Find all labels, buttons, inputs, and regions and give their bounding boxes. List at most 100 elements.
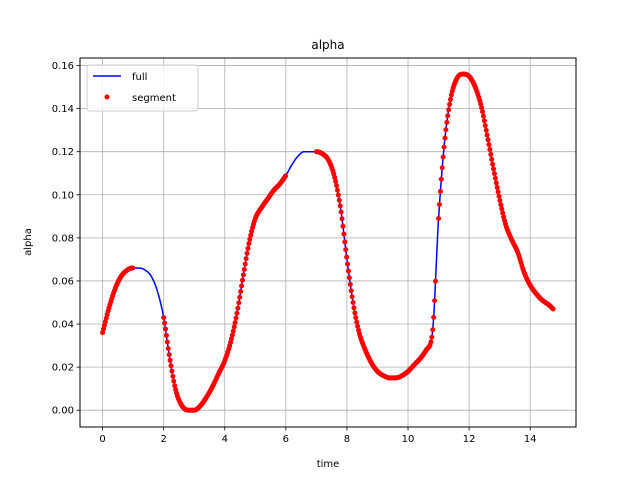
segment-point bbox=[339, 216, 345, 222]
segment-point bbox=[444, 119, 450, 125]
segment-point bbox=[480, 109, 486, 115]
segment-point bbox=[165, 346, 171, 352]
segment-point bbox=[248, 232, 254, 238]
x-tick-label: 14 bbox=[524, 434, 537, 445]
y-axis-ticks: 0.00 0.02 0.04 0.06 0.08 0.10 0.12 0.14 0.16 bbox=[52, 61, 80, 417]
segment-point bbox=[491, 166, 497, 172]
segment-point bbox=[334, 187, 340, 193]
x-axis-label: time bbox=[317, 459, 340, 470]
segment-point bbox=[438, 176, 444, 182]
y-tick-label: 0.14 bbox=[52, 104, 74, 115]
x-tick-label: 4 bbox=[222, 434, 228, 445]
segment-point bbox=[500, 210, 506, 216]
segment-point bbox=[161, 315, 167, 321]
y-tick-label: 0.10 bbox=[52, 190, 74, 201]
segment-point bbox=[484, 132, 490, 138]
segment-point bbox=[439, 165, 445, 171]
segment-point bbox=[490, 161, 496, 167]
segment-point bbox=[430, 327, 436, 333]
segment-point bbox=[479, 105, 485, 111]
segment-point bbox=[487, 147, 493, 152]
segment-point bbox=[494, 184, 500, 190]
segment-point bbox=[493, 180, 499, 186]
segment-point bbox=[244, 250, 250, 256]
axes-frame bbox=[79, 57, 577, 428]
segment-point bbox=[241, 266, 247, 272]
segment-point bbox=[483, 127, 489, 133]
segment-point bbox=[237, 294, 243, 300]
segment-point bbox=[495, 189, 501, 195]
segment-point bbox=[353, 315, 359, 321]
segment-point bbox=[130, 265, 136, 271]
segment-point bbox=[170, 373, 176, 379]
segment-point bbox=[498, 202, 504, 208]
x-tick-label: 8 bbox=[344, 434, 350, 445]
segment-point bbox=[338, 209, 344, 215]
segment-point bbox=[432, 298, 438, 304]
segment-point bbox=[491, 171, 497, 177]
segment-point bbox=[429, 334, 435, 340]
segment-point bbox=[162, 320, 168, 326]
segment-point bbox=[354, 319, 360, 325]
segment-point bbox=[334, 183, 340, 189]
segment-point bbox=[344, 254, 350, 260]
segment-point bbox=[231, 324, 237, 330]
segment-point bbox=[350, 299, 356, 305]
y-tick-label: 0.16 bbox=[52, 61, 74, 72]
segment-point bbox=[167, 357, 173, 363]
segment-point bbox=[229, 332, 235, 338]
segment-point bbox=[228, 336, 234, 342]
segment-point bbox=[336, 197, 342, 203]
segment-point bbox=[171, 378, 177, 384]
segment-point bbox=[169, 368, 175, 374]
segment-point bbox=[340, 223, 346, 229]
segment-point bbox=[168, 363, 174, 369]
segment-point bbox=[332, 175, 338, 181]
segment-point bbox=[550, 306, 556, 312]
x-tick-label: 6 bbox=[283, 434, 289, 445]
segment-point bbox=[235, 305, 241, 311]
segment-point bbox=[341, 231, 347, 237]
segment-point bbox=[489, 156, 495, 162]
segment-point bbox=[431, 314, 437, 320]
segment-point bbox=[436, 215, 442, 221]
segment-point bbox=[447, 101, 453, 107]
legend-label-segment: segment bbox=[132, 93, 176, 104]
segment-point bbox=[348, 288, 354, 294]
segment-point bbox=[337, 203, 343, 209]
plot-series bbox=[100, 71, 556, 413]
segment-point bbox=[481, 118, 487, 124]
segment-point bbox=[492, 175, 498, 181]
segment-point bbox=[428, 339, 434, 345]
segment-point bbox=[496, 193, 502, 199]
segment-point bbox=[437, 188, 443, 194]
segment-point bbox=[345, 261, 351, 267]
x-tick-label: 0 bbox=[99, 434, 105, 445]
segment-point bbox=[246, 241, 252, 247]
x-tick-label: 12 bbox=[463, 434, 476, 445]
segment-point bbox=[443, 127, 449, 133]
segment-point bbox=[239, 277, 245, 283]
segment-point bbox=[351, 305, 357, 311]
segment-point bbox=[343, 247, 349, 253]
segment-point bbox=[497, 198, 503, 203]
segment-point bbox=[485, 137, 491, 143]
y-tick-label: 0.00 bbox=[52, 406, 74, 417]
segment-point bbox=[163, 332, 169, 338]
segment-point bbox=[234, 310, 240, 316]
y-axis-label: alpha bbox=[23, 228, 34, 256]
segment-point bbox=[499, 206, 505, 212]
segment-point bbox=[486, 142, 492, 148]
x-tick-label: 2 bbox=[160, 434, 166, 445]
segment-point bbox=[233, 315, 239, 321]
segment-point bbox=[247, 236, 253, 242]
segment-point bbox=[442, 135, 448, 141]
legend: full segment bbox=[86, 64, 199, 112]
segment-point bbox=[239, 283, 245, 289]
segment-point bbox=[172, 383, 178, 389]
segment-point bbox=[347, 281, 353, 287]
segment-point bbox=[446, 107, 452, 113]
segment-point bbox=[346, 275, 352, 281]
segment-point bbox=[445, 113, 451, 119]
